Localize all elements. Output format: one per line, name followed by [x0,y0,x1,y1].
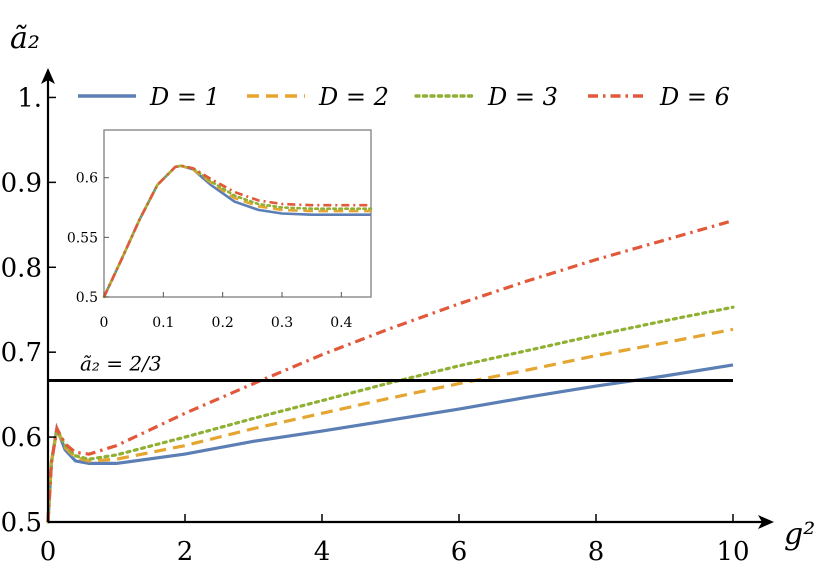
inset-y-tick-label: 0.5 [76,290,98,306]
reference-line-label: ã₂ = 2/3 [80,351,162,375]
y-tick-label: 0.9 [1,168,42,198]
x-axis-label: g² [784,517,815,552]
inset-y-tick-label: 0.6 [76,171,98,187]
inset-x-tick-label: 0.1 [152,315,174,331]
x-tick-label: 0 [40,537,57,567]
legend-label: D = 6 [659,83,730,111]
inset-y-tick-label: 0.55 [67,230,98,246]
inset-x-tick-label: 0 [100,315,109,331]
series-line-d3 [46,305,735,524]
y-axis-arrow [41,68,55,84]
legend: D = 1 D = 2 D = 3 D = 6 [78,83,730,111]
y-tick-label: 0.8 [1,253,42,283]
x-axis-arrow [758,515,774,529]
series-line-d1 [46,363,734,523]
x-tick-label: 4 [314,537,331,567]
inset-x-tick-label: 0.4 [330,315,352,331]
y-tick-label: 0.6 [1,423,42,453]
x-tick-label: 6 [451,537,468,567]
legend-label: D = 3 [487,83,558,111]
y-tick-label: 1. [17,83,42,113]
x-tick-label: 2 [177,537,194,567]
legend-label: D = 1 [149,83,220,111]
inset-plot: 0 0.1 0.2 0.3 0.4 0.5 0.55 0.6 [67,129,373,331]
legend-label: D = 2 [318,83,389,111]
y-tick-label: 0.7 [1,338,42,368]
x-tick-label: 8 [588,537,605,567]
series-line-d6 [46,219,734,523]
x-tick-label: 10 [716,537,749,567]
main-plot: ã₂ = 2/3 0 2 4 6 8 10 0.5 0.6 0.7 0.8 0.9 1. g² ã₂ [1,21,816,567]
y-tick-label: 0.5 [1,508,42,538]
inset-series-line [102,164,371,298]
y-axis-label: ã₂ [10,21,40,56]
inset-x-tick-label: 0.2 [212,315,234,331]
inset-x-tick-label: 0.3 [271,315,293,331]
